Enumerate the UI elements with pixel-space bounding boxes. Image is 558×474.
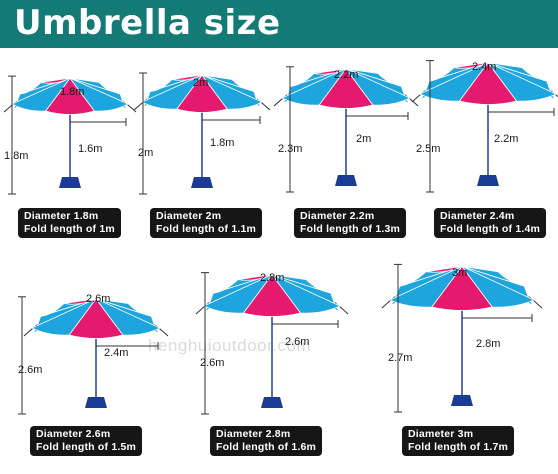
canopy-panel (461, 266, 535, 307)
canopy-panel (40, 77, 71, 84)
canopy-panel (69, 77, 100, 84)
umbrella-base (191, 177, 213, 188)
spec-caption: Diameter 2.6m Fold length of 1.5m (30, 426, 143, 456)
spec-caption: Diameter 1.8m Fold length of 1m (18, 208, 121, 238)
radius-label: 2.8m (476, 338, 501, 350)
canopy-panel (487, 62, 548, 82)
radius-label: 2.6m (285, 336, 310, 348)
canopy-panel (487, 62, 557, 101)
height-label: 2m (138, 147, 154, 159)
canopy-panel (201, 74, 263, 109)
spec-caption: Diameter 2.2m Fold length of 1.3m (294, 208, 407, 238)
canopy-panel (461, 266, 525, 287)
radius-label: 2m (356, 133, 372, 145)
height-label: 2.5m (416, 143, 441, 155)
diameter-label: 2.2m (334, 69, 359, 81)
caption-diameter: Diameter 3m (408, 428, 474, 440)
umbrella-base (261, 397, 283, 408)
diameter-arc-line (23, 301, 169, 337)
canopy-panel (201, 74, 255, 92)
height-label: 2.6m (18, 364, 43, 376)
canopy-right-panel (487, 62, 557, 102)
diameter-label: 1.8m (60, 86, 85, 98)
diameter-label: 2m (193, 77, 209, 89)
spec-caption: Diameter 2m Fold length of 1.1m (150, 208, 263, 238)
umbrella-base (59, 177, 81, 188)
canopy-panel (461, 266, 499, 273)
caption-fold-length: Fold length of 1.3m (300, 223, 401, 235)
caption-fold-length: Fold length of 1.5m (36, 441, 137, 453)
caption-diameter: Diameter 2m (156, 210, 222, 222)
caption-fold-length: Fold length of 1.6m (216, 441, 317, 453)
spec-caption: Diameter 2.4m Fold length of 1.4m (434, 208, 547, 238)
umbrella-base (335, 175, 357, 186)
caption-diameter: Diameter 2.8m (216, 428, 291, 440)
canopy-right-panel (200, 74, 263, 110)
umbrella-base (451, 395, 473, 406)
caption-fold-length: Fold length of 1m (24, 223, 115, 235)
diameter-label: 3m (452, 267, 468, 279)
height-label: 1.8m (4, 150, 29, 162)
radius-label: 2.4m (104, 347, 129, 359)
canopy-right-panel (461, 266, 535, 308)
spec-caption: Diameter 3m Fold length of 1.7m (402, 426, 515, 456)
radius-label: 1.8m (210, 137, 235, 149)
caption-fold-length: Fold length of 1.7m (408, 441, 509, 453)
umbrella-base (85, 397, 107, 408)
caption-diameter: Diameter 2.4m (440, 210, 515, 222)
page-title: Umbrella size (14, 3, 281, 43)
height-label: 2.7m (388, 352, 413, 364)
caption-diameter: Diameter 2.6m (36, 428, 111, 440)
caption-diameter: Diameter 1.8m (24, 210, 99, 222)
diameter-label: 2.6m (86, 293, 111, 305)
spec-caption: Diameter 2.8m Fold length of 1.6m (210, 426, 323, 456)
title-banner: Umbrella size (0, 0, 558, 48)
radius-label: 2.2m (494, 133, 519, 145)
caption-fold-length: Fold length of 1.1m (156, 223, 257, 235)
diameter-label: 2.8m (260, 272, 285, 284)
radius-label: 1.6m (78, 143, 103, 155)
height-label: 2.6m (200, 357, 225, 369)
caption-fold-length: Fold length of 1.4m (440, 223, 541, 235)
height-label: 2.3m (278, 143, 303, 155)
umbrella-base (477, 175, 499, 186)
watermark: henghuioutdoor.com (148, 336, 312, 355)
diameter-label: 2.4m (472, 61, 497, 73)
caption-diameter: Diameter 2.2m (300, 210, 375, 222)
